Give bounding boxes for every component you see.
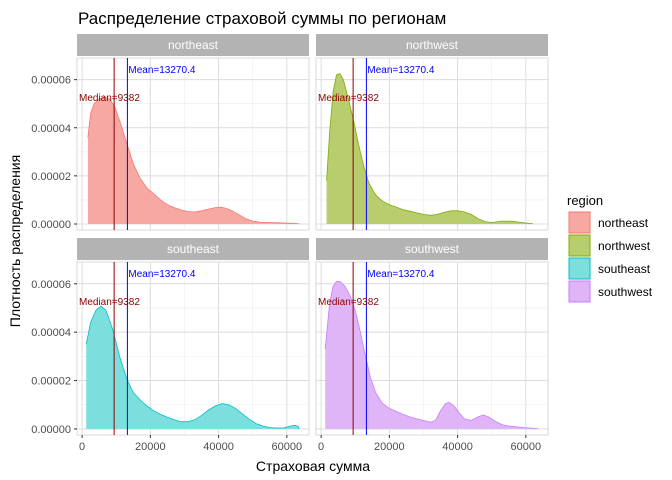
density-outline-northeast bbox=[87, 96, 300, 225]
mean-label: Mean=13270.4 bbox=[367, 65, 434, 76]
x-tick-label: 20000 bbox=[374, 441, 405, 453]
facet-strip-label: southeast bbox=[167, 242, 220, 256]
y-tick-label: 0.00004 bbox=[31, 327, 71, 339]
facet-panel-northeast: northeast Mean=13270.4 Median=9382 0.00000 0… bbox=[31, 34, 310, 231]
x-tick-label: 40000 bbox=[203, 441, 234, 453]
chart-title: Распределение страховой суммы по региона… bbox=[78, 9, 446, 28]
facet-panel-southeast: southeast Mean=13270.4 Median=9382 0.00000 0… bbox=[31, 238, 310, 453]
mean-label: Mean=13270.4 bbox=[367, 269, 434, 280]
facet-panels: northeast Mean=13270.4 Median=9382 0.00000 0… bbox=[31, 34, 549, 453]
x-tick-label: 60000 bbox=[511, 441, 542, 453]
legend-label-northwest: northwest bbox=[598, 239, 651, 253]
facet-panel-northwest: northwest Mean=13270.4 Median=9382 bbox=[315, 34, 549, 231]
legend: region northeast northwest southeast southwe… bbox=[567, 193, 653, 303]
y-tick-label: 0.00002 bbox=[31, 171, 71, 183]
median-label: Median=9382 bbox=[79, 93, 140, 104]
legend-title: region bbox=[567, 193, 603, 208]
density-area-northeast bbox=[87, 97, 299, 224]
facet-strip-label: southwest bbox=[405, 242, 460, 256]
legend-key-northeast bbox=[568, 211, 591, 234]
facet-strip bbox=[77, 34, 309, 56]
y-axis-label: Плотность распределения bbox=[7, 155, 23, 327]
legend-key-southwest bbox=[568, 280, 591, 303]
facet-strip-label: northwest bbox=[406, 38, 459, 52]
median-label: Median=9382 bbox=[318, 297, 379, 308]
x-tick-label: 60000 bbox=[272, 441, 303, 453]
density-area-southeast bbox=[86, 306, 299, 429]
density-outline-southeast bbox=[85, 305, 300, 429]
x-tick-label: 20000 bbox=[135, 441, 166, 453]
density-outline-southwest bbox=[324, 281, 539, 430]
facet-panel-southwest: southwest Mean=13270.4 Median=9382 0 20000 40… bbox=[315, 238, 549, 453]
legend-key-southeast bbox=[568, 257, 591, 280]
mean-label: Mean=13270.4 bbox=[128, 65, 195, 76]
y-tick-label: 0.00006 bbox=[31, 279, 71, 291]
facet-strip-label: northeast bbox=[168, 38, 219, 52]
legend-label-southeast: southeast bbox=[598, 262, 651, 276]
legend-label-southwest: southwest bbox=[598, 285, 653, 299]
x-tick-label: 0 bbox=[318, 441, 324, 453]
facet-strip bbox=[77, 238, 309, 260]
y-tick-label: 0.00006 bbox=[31, 75, 71, 87]
density-outline-northwest bbox=[326, 73, 534, 225]
density-area-southwest bbox=[325, 281, 538, 429]
x-axis-label: Страховая сумма bbox=[256, 458, 370, 474]
median-label: Median=9382 bbox=[318, 93, 379, 104]
y-tick-label: 0.00000 bbox=[31, 424, 71, 436]
density-area-northwest bbox=[326, 73, 533, 224]
x-tick-label: 0 bbox=[79, 441, 85, 453]
median-label: Median=9382 bbox=[79, 297, 140, 308]
legend-label-northeast: northeast bbox=[598, 216, 649, 230]
legend-key-northwest bbox=[568, 234, 591, 257]
facet-strip bbox=[316, 34, 548, 56]
facet-strip bbox=[316, 238, 548, 260]
x-tick-label: 40000 bbox=[442, 441, 473, 453]
y-tick-label: 0.00000 bbox=[31, 219, 71, 231]
y-tick-label: 0.00002 bbox=[31, 376, 71, 388]
mean-label: Mean=13270.4 bbox=[128, 269, 195, 280]
y-tick-label: 0.00004 bbox=[31, 123, 71, 135]
